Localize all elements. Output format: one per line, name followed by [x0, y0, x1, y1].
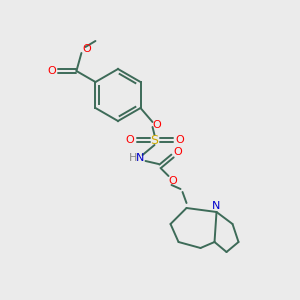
Text: O: O — [82, 44, 91, 54]
Text: H: H — [129, 153, 138, 163]
Text: O: O — [47, 66, 56, 76]
Text: N: N — [212, 201, 221, 211]
Text: S: S — [151, 134, 158, 146]
Text: O: O — [152, 120, 161, 130]
Text: O: O — [125, 135, 134, 145]
Text: O: O — [168, 176, 177, 186]
Text: N: N — [136, 153, 145, 163]
Text: O: O — [173, 147, 182, 157]
Text: O: O — [175, 135, 184, 145]
